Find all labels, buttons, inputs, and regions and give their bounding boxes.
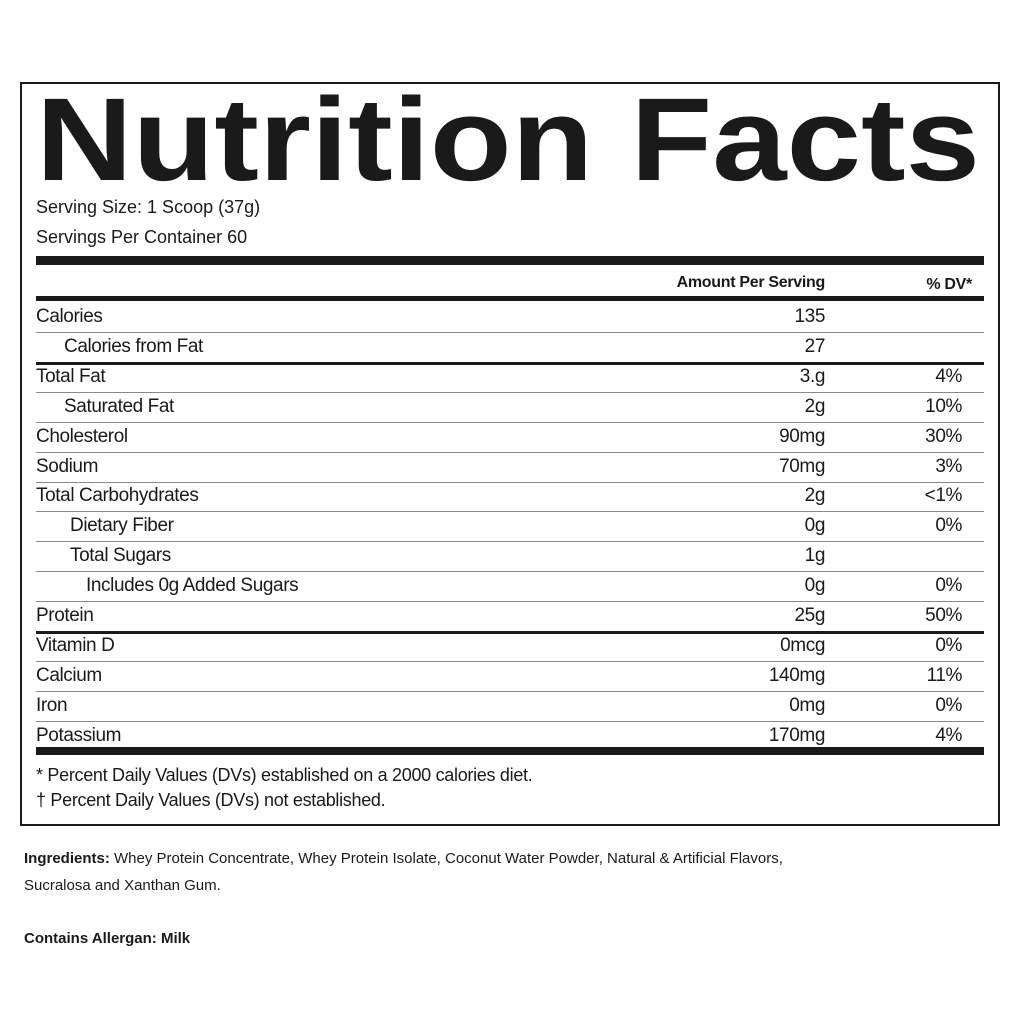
- footnote: * Percent Daily Values (DVs) established…: [36, 765, 533, 785]
- ingredients-text: Whey Protein Concentrate, Whey Protein I…: [114, 850, 783, 867]
- nutrient-row: Total Sugars 1g: [36, 541, 984, 573]
- amount-header: Amount Per Serving: [676, 274, 826, 291]
- nutrient-row: Calories 135: [36, 302, 984, 333]
- nutrient-dv: 0%: [935, 575, 962, 597]
- nutrient-dv: 11%: [926, 664, 963, 686]
- nutrient-name: Iron: [36, 694, 68, 716]
- servings-per-container: Servings Per Container 60: [36, 227, 248, 247]
- nutrient-dv: 30%: [925, 425, 962, 447]
- nutrient-amount: 27: [804, 335, 826, 357]
- allergen-line: Contains Allergan: Milk: [24, 930, 190, 947]
- nutrient-dv: <1%: [924, 485, 963, 507]
- nutrient-row: Iron 0mg 0%: [36, 691, 984, 722]
- nutrient-name: Dietary Fiber: [70, 515, 174, 537]
- nutrient-name: Calcium: [36, 664, 102, 686]
- nutrient-amount: 140mg: [768, 664, 826, 686]
- nutrient-row: Sodium 70mg 3%: [36, 452, 984, 483]
- nutrient-name: Cholesterol: [36, 425, 128, 447]
- nutrient-amount: 2g: [804, 485, 826, 507]
- ingredients-text: Sucralosa and Xanthan Gum.: [24, 877, 221, 894]
- nutrient-amount: 70mg: [779, 455, 825, 477]
- nutrient-amount: 135: [794, 306, 825, 327]
- ingredients-line: Ingredients: Whey Protein Concentrate, W…: [24, 850, 783, 867]
- nutrient-amount: 0mg: [789, 694, 825, 716]
- nutrient-name: Vitamin D: [36, 634, 115, 656]
- nutrient-row: Total Fat 3.g 4%: [36, 362, 984, 393]
- nutrient-dv: 3%: [935, 455, 962, 477]
- nutrient-name: Sodium: [36, 455, 99, 477]
- nutrient-row: Potassium 170mg 4%: [36, 721, 984, 751]
- nutrient-row: Calcium 140mg 11%: [36, 661, 984, 692]
- nutrient-amount: 0mcg: [780, 634, 825, 656]
- nutrient-name: Total Sugars: [70, 545, 171, 567]
- nutrient-amount: 25g: [794, 605, 825, 626]
- footnote: † Percent Daily Values (DVs) not establi…: [36, 790, 386, 810]
- serving-size: Serving Size: 1 Scoop (37g): [36, 197, 261, 217]
- nutrient-name: Total Carbohydrates: [36, 485, 199, 507]
- nutrient-row: Protein 25g 50%: [36, 601, 984, 634]
- nutrient-amount: 1g: [804, 545, 826, 567]
- allergen-text: Milk: [160, 930, 191, 947]
- nutrient-dv: 0%: [935, 634, 962, 656]
- allergen-label: Contains Allergan:: [24, 930, 157, 947]
- nutrient-row: Dietary Fiber 0g 0%: [36, 511, 984, 543]
- title: Nutrition Facts: [36, 84, 980, 194]
- nutrient-name: Calories: [36, 306, 103, 327]
- ingredients-label: Ingredients:: [24, 850, 110, 867]
- nutrient-name: Includes 0g Added Sugars: [86, 575, 299, 597]
- nutrient-amount: 0g: [804, 575, 826, 597]
- nutrient-amount: 2g: [804, 395, 826, 417]
- label-box: [20, 82, 1000, 826]
- nutrient-name: Total Fat: [36, 365, 106, 387]
- dv-header: % DV*: [926, 276, 972, 293]
- nutrient-amount: 3.g: [799, 365, 826, 387]
- nutrient-dv: 10%: [925, 395, 962, 417]
- nutrient-row: Cholesterol 90mg 30%: [36, 422, 984, 453]
- nutrient-dv: 50%: [925, 605, 962, 626]
- nutrient-row: Saturated Fat 2g 10%: [36, 392, 984, 423]
- nutrient-name: Potassium: [36, 724, 122, 746]
- header-bar: [36, 296, 984, 301]
- nutrient-dv: 0%: [935, 694, 962, 716]
- nutrient-row: Calories from Fat 27: [36, 332, 984, 365]
- nutrient-row: Total Carbohydrates 2g <1%: [36, 481, 984, 513]
- nutrient-dv: 4%: [935, 365, 962, 387]
- nutrient-name: Calories from Fat: [64, 335, 203, 357]
- nutrient-name: Saturated Fat: [64, 395, 174, 417]
- nutrient-row: Includes 0g Added Sugars 0g 0%: [36, 571, 984, 603]
- nutrient-dv: 0%: [935, 515, 962, 537]
- nutrient-name: Protein: [36, 605, 94, 626]
- nutrient-dv: 4%: [935, 724, 962, 746]
- thick-bar: [36, 256, 984, 265]
- nutrient-amount: 90mg: [779, 425, 825, 447]
- nutrient-row: Vitamin D 0mcg 0%: [36, 631, 984, 662]
- nutrient-amount: 0g: [804, 515, 826, 537]
- nutrient-amount: 170mg: [768, 724, 826, 746]
- thick-bar: [36, 747, 984, 755]
- title-svg: Nutrition Facts: [36, 84, 980, 194]
